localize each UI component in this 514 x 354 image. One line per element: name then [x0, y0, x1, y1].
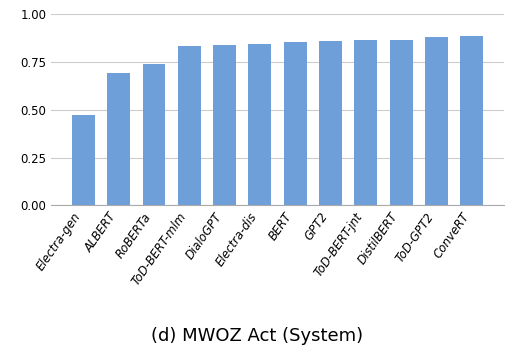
Bar	[107, 73, 130, 205]
Bar	[390, 40, 413, 205]
Bar	[460, 36, 483, 205]
Bar	[354, 40, 377, 205]
Bar	[142, 64, 166, 205]
Bar	[72, 115, 95, 205]
Bar	[213, 45, 236, 205]
Bar	[319, 41, 342, 205]
Bar	[425, 37, 448, 205]
Bar	[248, 44, 271, 205]
Text: (d) MWOZ Act (System): (d) MWOZ Act (System)	[151, 327, 363, 345]
Bar	[178, 46, 201, 205]
Bar	[284, 42, 307, 205]
